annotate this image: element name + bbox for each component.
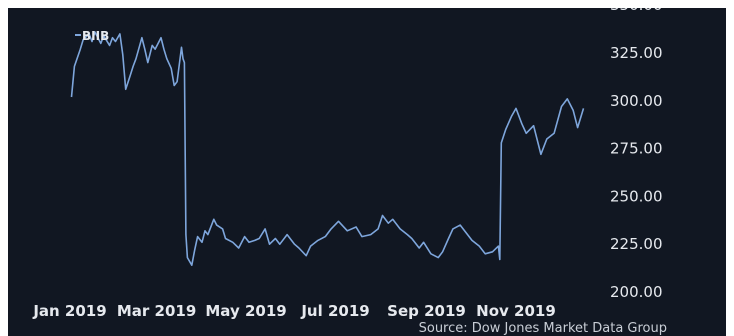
x-tick-label: Mar 2019: [117, 302, 196, 320]
y-axis: 200.00 225.00 250.00 275.00 300.00 325.00 350.…: [610, 8, 663, 301]
series-line: [70, 31, 585, 266]
plot-area: [70, 31, 585, 266]
x-axis: Jan 2019 Mar 2019 May 2019 Jul 2019 Sep 2019…: [32, 302, 555, 320]
y-tick-label: 275.00: [610, 140, 663, 158]
x-tick-label: Sep 2019: [387, 302, 466, 320]
x-tick-label: Jul 2019: [300, 302, 369, 320]
legend-label: BIIB: [82, 29, 109, 43]
y-tick-label: 325.00: [610, 44, 663, 62]
x-tick-label: Nov 2019: [476, 302, 556, 320]
source-note: Source: Dow Jones Market Data Group: [419, 321, 667, 336]
chart-frame: 200.00 225.00 250.00 275.00 300.00 325.00 350.…: [8, 8, 726, 336]
x-tick-label: Jan 2019: [32, 302, 106, 320]
y-tick-label: 300.00: [610, 92, 663, 110]
line-chart: 200.00 225.00 250.00 275.00 300.00 325.00 350.…: [32, 8, 667, 336]
y-tick-label: 225.00: [610, 235, 663, 253]
y-tick-label: 350.00: [610, 8, 663, 14]
y-tick-label: 200.00: [610, 283, 663, 301]
x-tick-label: May 2019: [205, 302, 286, 320]
legend: BIIB: [75, 29, 109, 43]
y-tick-label: 250.00: [610, 187, 663, 205]
